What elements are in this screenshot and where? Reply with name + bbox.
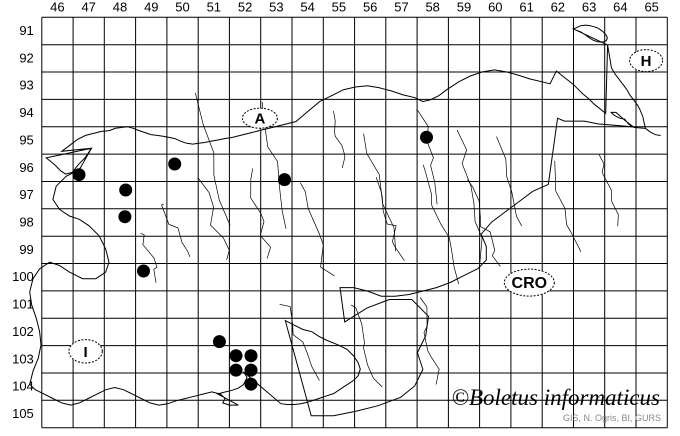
- svg-text:49: 49: [144, 0, 158, 14]
- svg-text:H: H: [641, 53, 652, 70]
- svg-text:63: 63: [582, 0, 596, 14]
- svg-text:100: 100: [12, 269, 34, 284]
- svg-text:62: 62: [551, 0, 565, 14]
- svg-text:98: 98: [19, 215, 33, 230]
- svg-text:51: 51: [207, 0, 221, 14]
- svg-text:55: 55: [332, 0, 346, 14]
- svg-text:53: 53: [269, 0, 283, 14]
- svg-text:GIS, N. Ogris, BI, GURS: GIS, N. Ogris, BI, GURS: [563, 413, 661, 423]
- svg-text:59: 59: [457, 0, 471, 14]
- svg-text:56: 56: [363, 0, 377, 14]
- svg-text:©Boletus informaticus: ©Boletus informaticus: [452, 385, 661, 410]
- svg-text:92: 92: [19, 50, 33, 65]
- svg-text:65: 65: [644, 0, 658, 14]
- svg-text:48: 48: [113, 0, 127, 14]
- svg-text:46: 46: [50, 0, 64, 14]
- svg-text:99: 99: [19, 242, 33, 257]
- svg-text:52: 52: [238, 0, 252, 14]
- svg-text:97: 97: [19, 187, 33, 202]
- svg-text:95: 95: [19, 132, 33, 147]
- svg-text:CRO: CRO: [512, 275, 548, 292]
- svg-text:103: 103: [12, 351, 34, 366]
- svg-text:64: 64: [613, 0, 627, 14]
- svg-text:60: 60: [488, 0, 502, 14]
- svg-text:91: 91: [19, 23, 33, 38]
- svg-text:54: 54: [300, 0, 314, 14]
- svg-text:61: 61: [519, 0, 533, 14]
- svg-text:93: 93: [19, 78, 33, 93]
- svg-text:50: 50: [175, 0, 189, 14]
- svg-text:102: 102: [12, 324, 34, 339]
- svg-text:47: 47: [81, 0, 95, 14]
- svg-text:I: I: [84, 344, 88, 361]
- svg-text:57: 57: [394, 0, 408, 14]
- svg-text:A: A: [254, 111, 265, 128]
- svg-text:58: 58: [425, 0, 439, 14]
- svg-text:94: 94: [19, 105, 33, 120]
- svg-text:96: 96: [19, 160, 33, 175]
- svg-text:105: 105: [12, 406, 34, 421]
